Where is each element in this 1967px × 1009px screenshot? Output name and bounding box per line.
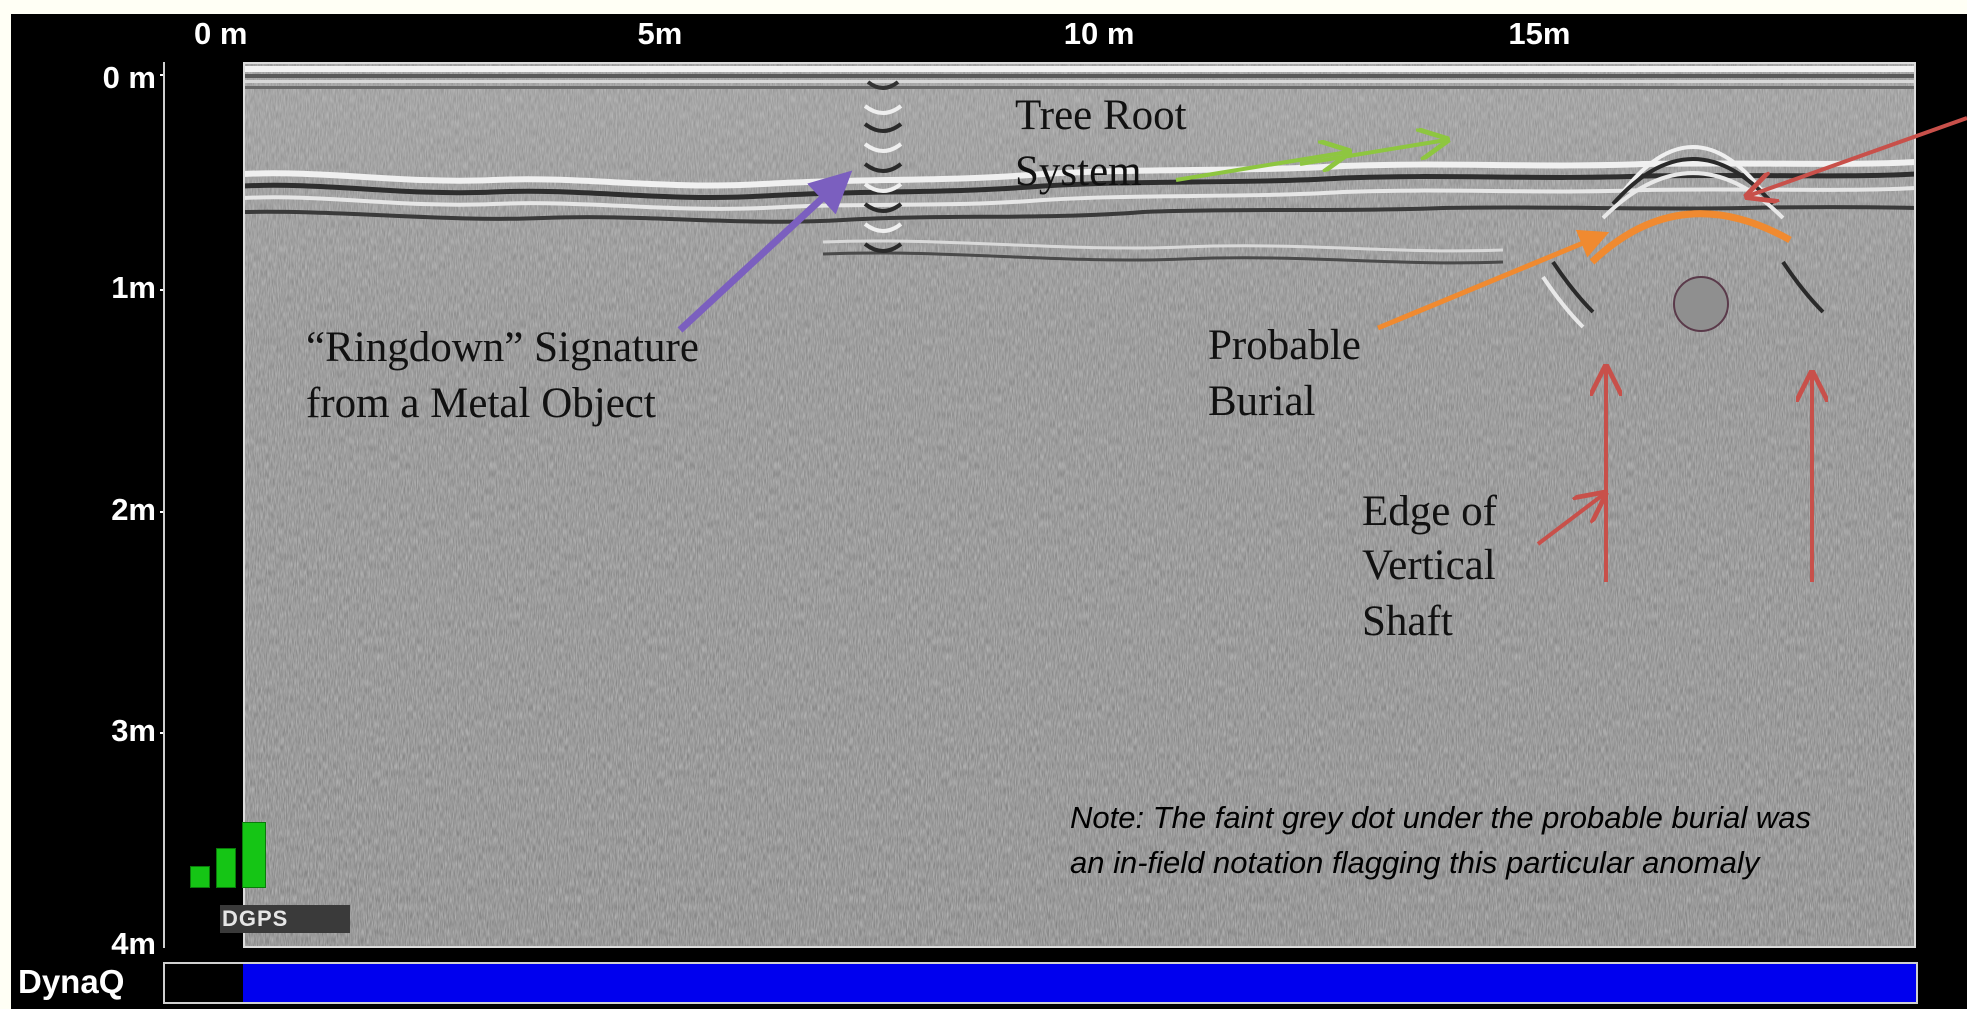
burial-label-line2: Burial	[1208, 378, 1316, 425]
dynaq-meter-fill	[243, 964, 1916, 1002]
shaft-label-line3: Shaft	[1362, 598, 1453, 645]
tree-root-label-line1: Tree Root	[1015, 92, 1187, 139]
tree-root-label-line2: System	[1015, 148, 1142, 195]
y-tick-label-0: 0 m	[102, 60, 156, 95]
signal-bar-1	[190, 866, 210, 888]
x-tick-label-10: 10 m	[1063, 16, 1135, 51]
dgps-label: DGPS	[222, 906, 289, 931]
y-tick-label-3: 3m	[111, 713, 156, 748]
depth-margin	[163, 62, 243, 948]
radargram-image	[243, 62, 1916, 948]
ringdown-label-line2: from a Metal Object	[306, 380, 656, 427]
shaft-label-line2: Vertical	[1362, 542, 1496, 589]
note-text: Note: The faint grey dot under the proba…	[1070, 800, 1812, 880]
dynaq-label: DynaQ	[18, 963, 125, 1000]
signal-bar-3	[242, 822, 266, 888]
x-tick-label-0: 0 m	[193, 16, 248, 51]
signal-bar-2	[216, 848, 236, 888]
shaft-label-line1: Edge of	[1362, 488, 1497, 535]
radargram-texture	[243, 62, 1916, 948]
y-tick-label-4: 4m	[111, 926, 156, 961]
y-tick-label-1: 1m	[111, 270, 156, 305]
dgps-bar	[220, 905, 350, 933]
y-tick-label-2: 2m	[111, 492, 156, 527]
burial-label-line1: Probable	[1208, 322, 1361, 369]
ringdown-label-line1: “Ringdown” Signature	[306, 324, 699, 371]
x-tick-label-15: 15m	[1508, 16, 1571, 51]
x-tick-label-5: 5m	[637, 16, 683, 51]
